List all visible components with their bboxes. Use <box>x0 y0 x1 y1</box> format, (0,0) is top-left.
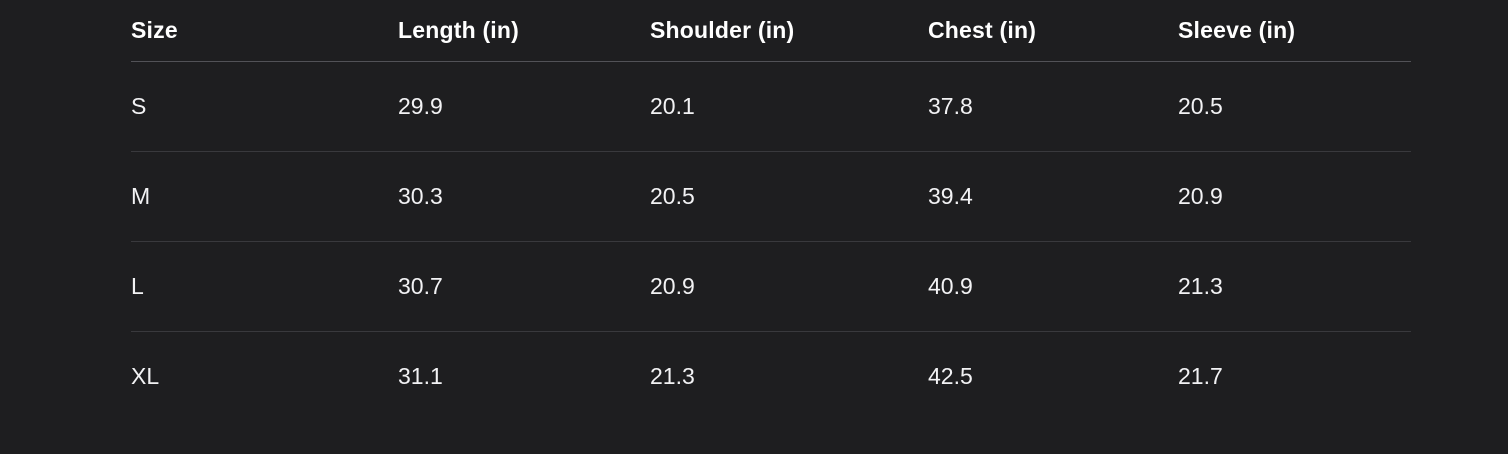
cell-length: 30.7 <box>398 241 650 332</box>
size-chart-header: Size Length (in) Shoulder (in) Chest (in… <box>131 0 1411 62</box>
column-header-chest: Chest (in) <box>928 0 1178 62</box>
cell-chest: 42.5 <box>928 331 1178 421</box>
cell-length: 31.1 <box>398 331 650 421</box>
column-header-size: Size <box>131 0 398 62</box>
size-chart-table: Size Length (in) Shoulder (in) Chest (in… <box>131 0 1411 421</box>
size-chart-body: S 29.9 20.1 37.8 20.5 M 30.3 20.5 39.4 2… <box>131 62 1411 421</box>
table-row-s: S 29.9 20.1 37.8 20.5 <box>131 62 1411 152</box>
table-row-m: M 30.3 20.5 39.4 20.9 <box>131 151 1411 242</box>
cell-chest: 40.9 <box>928 241 1178 332</box>
column-header-shoulder: Shoulder (in) <box>650 0 928 62</box>
cell-chest: 39.4 <box>928 151 1178 242</box>
cell-sleeve: 20.5 <box>1178 93 1223 119</box>
cell-chest: 37.8 <box>928 93 973 119</box>
table-row-l: L 30.7 20.9 40.9 21.3 <box>131 241 1411 332</box>
cell-size: M <box>131 151 398 242</box>
cell-size: S <box>131 93 147 119</box>
cell-length: 29.9 <box>398 93 443 119</box>
cell-sleeve: 21.3 <box>1178 241 1411 332</box>
cell-size: XL <box>131 331 398 421</box>
cell-shoulder: 20.5 <box>650 151 928 242</box>
cell-shoulder: 20.9 <box>650 241 928 332</box>
cell-shoulder: 20.1 <box>650 93 695 119</box>
table-row-xl: XL 31.1 21.3 42.5 21.7 <box>131 331 1411 421</box>
cell-sleeve: 21.7 <box>1178 331 1411 421</box>
cell-size: L <box>131 241 398 332</box>
cell-length: 30.3 <box>398 151 650 242</box>
header-row: Size Length (in) Shoulder (in) Chest (in… <box>131 0 1411 62</box>
cell-shoulder: 21.3 <box>650 331 928 421</box>
cell-sleeve: 20.9 <box>1178 151 1411 242</box>
column-header-length: Length (in) <box>398 0 650 62</box>
column-header-sleeve: Sleeve (in) <box>1178 0 1411 62</box>
